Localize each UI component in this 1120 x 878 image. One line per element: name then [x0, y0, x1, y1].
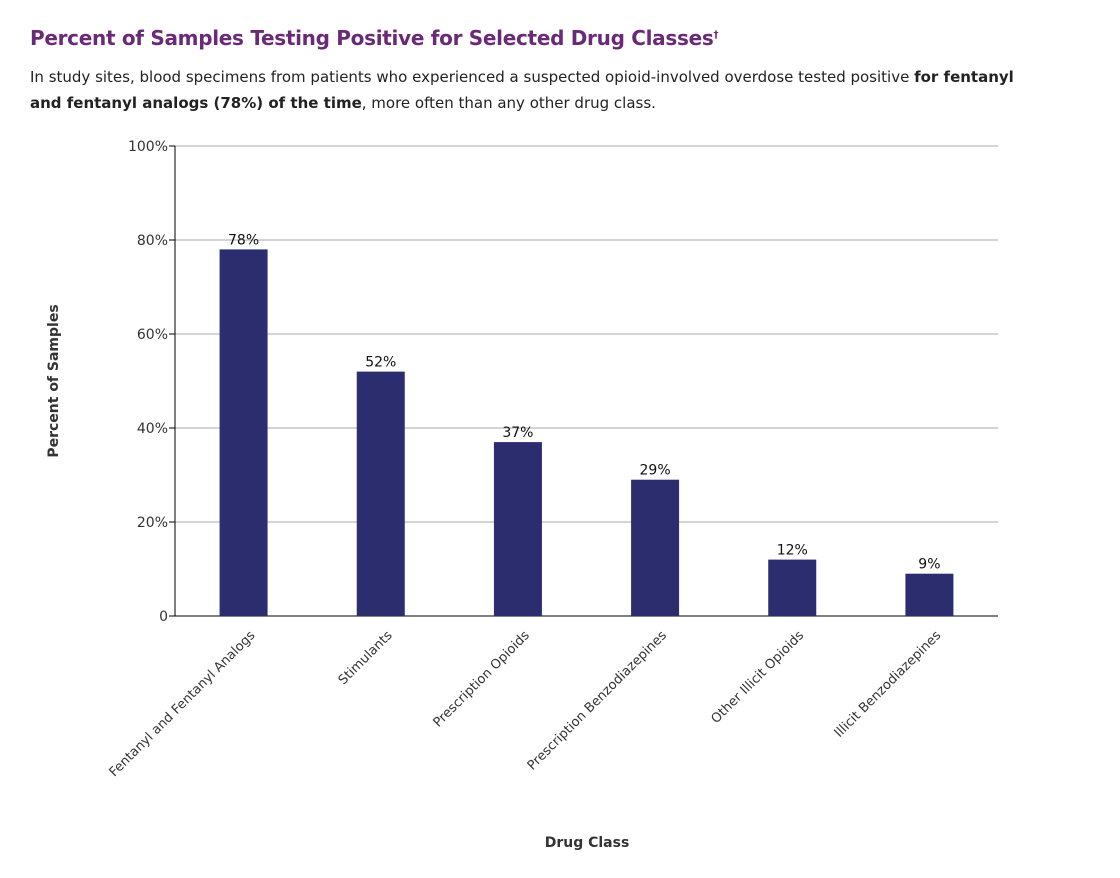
data-label: 78%: [228, 232, 259, 248]
chart-description: In study sites, blood specimens from pat…: [30, 64, 1030, 116]
bar: [768, 559, 817, 616]
desc-text: In study sites, blood specimens from pat…: [30, 68, 915, 86]
title-footnote-mark: †: [713, 29, 719, 41]
y-tick-label: 20%: [137, 515, 168, 531]
desc-bold: for fentanyl and fentanyl analogs (78%) …: [30, 68, 1014, 112]
bar: [493, 442, 542, 616]
x-tick-label: Stimulants: [336, 628, 396, 688]
x-tick-label: Illicit Benzodiazepines: [832, 628, 945, 741]
data-label: 52%: [365, 355, 396, 371]
x-tick-label: Prescription Opioids: [431, 628, 533, 730]
x-tick-label: Other Illicit Opioids: [709, 628, 808, 727]
bar: [631, 479, 680, 616]
desc-text-end: , more often than any other drug class.: [361, 94, 656, 112]
bar: [219, 249, 268, 616]
title-text: Percent of Samples Testing Positive for …: [30, 26, 714, 50]
y-tick-label: 80%: [137, 233, 168, 249]
y-tick-label: 0: [159, 609, 168, 625]
y-tick-label: 100%: [128, 139, 168, 155]
x-tick-label: Fentanyl and Fentanyl Analogs: [107, 628, 259, 780]
y-tick-label: 40%: [137, 421, 168, 437]
bar: [356, 371, 405, 616]
chart-title: Percent of Samples Testing Positive for …: [30, 26, 718, 50]
data-label: 9%: [918, 557, 940, 573]
bar: [905, 573, 954, 616]
data-label: 12%: [777, 543, 808, 559]
y-tick-label: 60%: [137, 327, 168, 343]
y-axis-label: Percent of Samples: [46, 304, 62, 457]
data-label: 29%: [640, 463, 671, 479]
x-tick-label: Prescription Benzodiazepines: [525, 628, 670, 773]
data-label: 37%: [502, 425, 533, 441]
x-axis-label: Drug Class: [545, 835, 630, 851]
